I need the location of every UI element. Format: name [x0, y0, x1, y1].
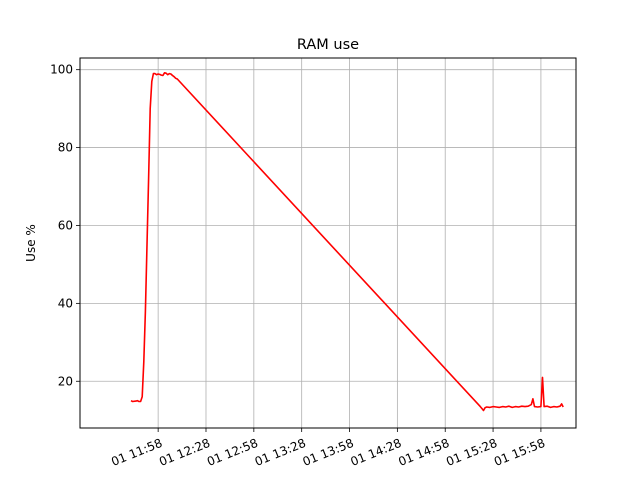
series-layer	[130, 72, 564, 412]
y-tick-label: 20	[58, 374, 73, 388]
y-axis-ticks: 20 40 60 80 100	[50, 63, 80, 388]
plot-frame	[79, 57, 577, 429]
chart-title: RAM use	[297, 37, 359, 53]
y-tick-label: 60	[58, 218, 73, 232]
y-axis-label: Use %	[24, 224, 38, 262]
grid	[80, 58, 576, 428]
y-tick-label: 40	[58, 296, 73, 310]
y-tick-label: 80	[58, 141, 73, 155]
y-tick-label: 100	[50, 63, 73, 77]
ram-use-series-line	[130, 72, 564, 412]
